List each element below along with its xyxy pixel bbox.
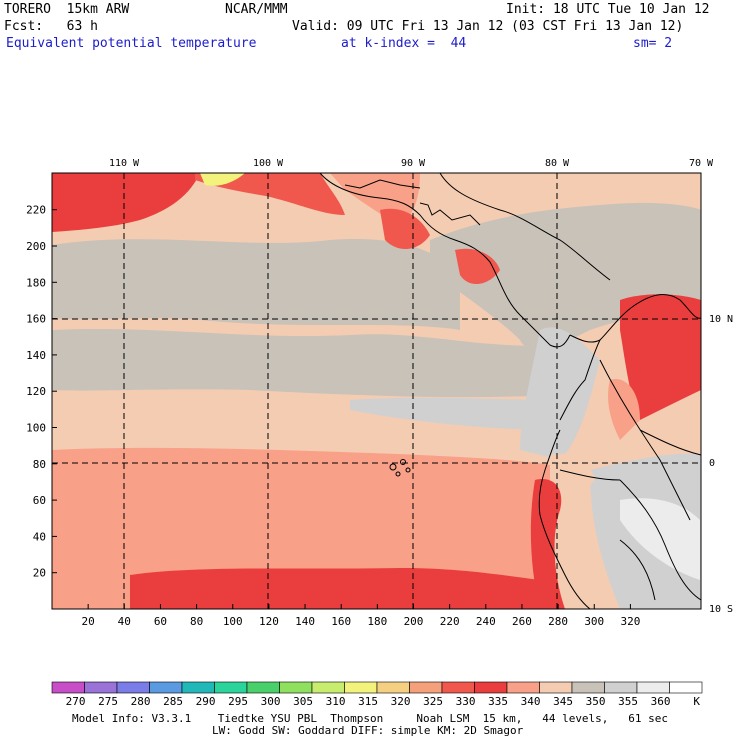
legend-swatch [116,681,150,694]
x-tick-label: 20 [82,615,95,628]
legend-swatch [669,681,703,694]
x-tick-label: 140 [295,615,315,628]
lon-label-100w: 100 W [253,158,284,169]
legend-swatch [279,681,313,694]
physics-info: LW: Godd SW: Goddard DIFF: simple KM: 2D… [212,724,524,737]
x-tick-label: 300 [584,615,604,628]
legend-swatch [246,681,280,694]
color-legend: 270 275 280 285 290 295 300 305 310 315 320 325 330 3… [51,681,703,708]
legend-value: 345 [553,695,573,708]
x-tick-label: 60 [154,615,167,628]
init-time: Init: 18 UTC Tue 10 Jan 12 [506,2,710,17]
legend-swatch [84,681,118,694]
coastlines [319,172,702,610]
graticule [52,173,701,609]
y-tick-label: 60 [33,494,46,507]
level-label: at k-index = 44 [341,36,467,51]
x-tick-label: 40 [118,615,131,628]
legend-swatch [311,681,345,694]
legend-unit: K [693,695,700,708]
field-name: Equivalent potential temperature [6,36,257,51]
x-tick-label: 320 [620,615,640,628]
lon-label-70w: 70 W [689,158,714,169]
galapagos-islands [389,459,411,477]
legend-value: 280 [131,695,151,708]
y-tick-label: 200 [26,240,46,253]
model-info: Model Info: V3.3.1 Tiedtke YSU PBL Thomp… [72,712,669,725]
legend-value: 305 [293,695,313,708]
legend-value: 330 [456,695,476,708]
legend-swatch [539,681,573,694]
legend-value: 315 [358,695,378,708]
lon-label-110w: 110 W [109,158,140,169]
legend-swatch [474,681,508,694]
legend-value: 355 [618,695,638,708]
legend-swatch [149,681,183,694]
y-tick-label: 180 [26,276,46,289]
y-tick-label: 100 [26,422,46,435]
legend-value: 310 [326,695,346,708]
tick-marks [52,209,631,609]
legend-swatch [441,681,475,694]
x-tick-label: 200 [404,615,424,628]
x-tick-label: 260 [512,615,532,628]
legend-swatch [506,681,540,694]
y-tick-label: 140 [26,349,46,362]
y-tick-label: 80 [33,458,46,471]
legend-value: 270 [66,695,86,708]
legend-value: 350 [586,695,606,708]
legend-value: 275 [98,695,118,708]
theta-e-field [52,173,701,609]
lon-label-80w: 80 W [545,158,570,169]
legend-value: 335 [488,695,508,708]
x-tick-label: 120 [259,615,279,628]
x-tick-label: 100 [223,615,243,628]
x-tick-label: 160 [331,615,351,628]
legend-swatch [344,681,378,694]
legend-swatch [51,681,85,694]
y-tick-label: 120 [26,385,46,398]
legend-swatch [636,681,670,694]
x-tick-label: 240 [476,615,496,628]
x-tick-label: 80 [190,615,203,628]
smoothing-label: sm= 2 [633,36,673,51]
y-tick-label: 160 [26,313,46,326]
y-tick-label: 40 [33,530,46,543]
lon-label-90w: 90 W [401,158,426,169]
center-label: NCAR/MMM [225,2,288,17]
y-tick-label: 220 [26,204,46,217]
legend-value: 340 [521,695,541,708]
lat-label-10s: 10 S [709,604,733,615]
legend-value: 300 [261,695,281,708]
lat-label-0: 0 [709,458,715,469]
model-title: TORERO 15km ARW [4,2,130,17]
valid-time: Valid: 09 UTC Fri 13 Jan 12 (03 CST Fri … [292,19,684,34]
legend-value: 360 [651,695,671,708]
legend-value: 295 [228,695,248,708]
x-tick-label: 180 [367,615,387,628]
x-tick-label: 280 [548,615,568,628]
legend-swatch [181,681,215,694]
legend-swatch [571,681,605,694]
legend-swatch [376,681,410,694]
y-tick-label: 20 [33,567,46,580]
legend-swatch [604,681,638,694]
x-tick-label: 220 [440,615,460,628]
legend-swatch [409,681,443,694]
legend-swatch [214,681,248,694]
forecast-hour: Fcst: 63 h [4,19,98,34]
legend-value: 325 [423,695,443,708]
lat-label-10n: 10 N [709,314,733,325]
legend-value: 290 [196,695,216,708]
legend-value: 320 [391,695,411,708]
legend-value: 285 [163,695,183,708]
